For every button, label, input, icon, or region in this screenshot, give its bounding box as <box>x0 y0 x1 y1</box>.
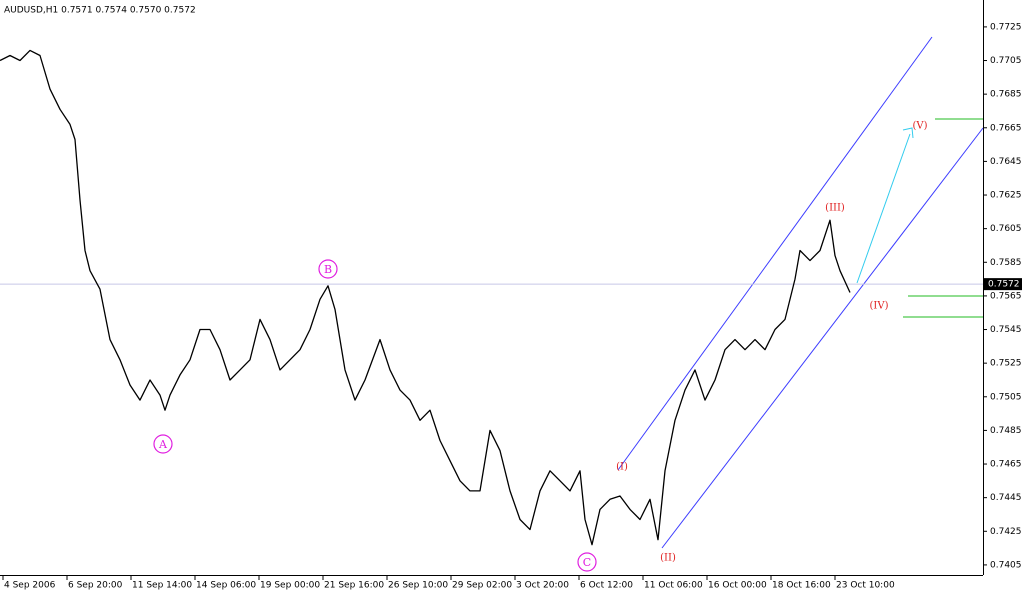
wave-label: B <box>324 263 332 276</box>
y-tick-label: 0.7425 <box>990 527 1022 537</box>
chart-title: AUDUSD,H1 0.7571 0.7574 0.7570 0.7572 <box>4 6 196 16</box>
wave-circle <box>318 259 338 279</box>
x-tick-label: 14 Sep 06:00 <box>196 581 256 591</box>
wave-label: (III) <box>825 203 845 214</box>
x-tick-label: 11 Oct 06:00 <box>644 581 703 591</box>
y-tick-label: 0.7505 <box>990 392 1022 402</box>
channel-lower <box>661 127 984 549</box>
y-tick-label: 0.7545 <box>990 325 1022 335</box>
last-price-box <box>984 278 1022 291</box>
y-tick-label: 0.7565 <box>990 291 1022 301</box>
y-tick-label: 0.7465 <box>990 460 1022 470</box>
wave-label: A <box>158 438 168 451</box>
y-tick-label: 0.7665 <box>990 123 1022 133</box>
y-tick-label: 0.7445 <box>990 493 1022 503</box>
channel-upper <box>617 36 933 471</box>
wave-circle <box>577 552 597 572</box>
x-tick-label: 3 Oct 20:00 <box>516 581 569 591</box>
projection-arrow <box>856 133 911 284</box>
y-tick-label: 0.7485 <box>990 426 1022 436</box>
wave-label: C <box>583 556 591 569</box>
wave-label: (V) <box>912 121 927 132</box>
x-tick-label: 11 Sep 14:00 <box>132 581 192 591</box>
y-tick-label: 0.7725 <box>990 22 1022 32</box>
x-tick-label: 29 Sep 02:00 <box>452 581 512 591</box>
x-tick-label: 4 Sep 2006 <box>4 581 56 591</box>
y-tick-label: 0.7685 <box>990 90 1022 100</box>
x-tick-label: 6 Oct 12:00 <box>580 581 633 591</box>
wave-label: (I) <box>616 462 628 473</box>
wave-label: (IV) <box>870 301 889 312</box>
y-tick-label: 0.7605 <box>990 224 1022 234</box>
y-tick-label: 0.7625 <box>990 191 1022 201</box>
x-tick-label: 21 Sep 16:00 <box>324 581 384 591</box>
y-tick-label: 0.7585 <box>990 258 1022 268</box>
y-tick-label: 0.7405 <box>990 560 1022 570</box>
x-tick-label: 6 Sep 20:00 <box>68 581 123 591</box>
price-line <box>0 49 851 546</box>
arrow-head <box>902 127 914 139</box>
x-tick-label: 23 Oct 10:00 <box>836 581 895 591</box>
y-tick-label: 0.7525 <box>990 359 1022 369</box>
x-tick-label: 19 Sep 00:00 <box>260 581 320 591</box>
last-price-label: 0.7572 <box>988 280 1020 290</box>
x-tick-label: 18 Oct 16:00 <box>772 581 831 591</box>
x-tick-label: 26 Sep 10:00 <box>388 581 448 591</box>
x-tick-label: 16 Oct 00:00 <box>708 581 767 591</box>
wave-label: (II) <box>660 553 676 564</box>
y-tick-label: 0.7645 <box>990 157 1022 167</box>
wave-circle <box>153 434 173 454</box>
y-tick-label: 0.7705 <box>990 56 1022 66</box>
